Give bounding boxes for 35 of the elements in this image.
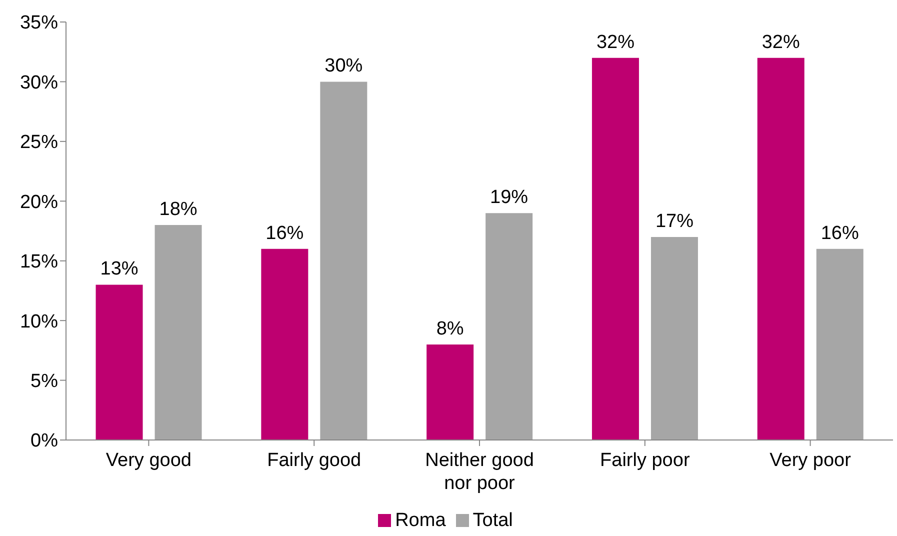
y-tick-label: 10% [20, 311, 58, 332]
bar [816, 248, 864, 440]
bar [757, 58, 804, 440]
data-label: 32% [596, 32, 635, 53]
x-tick-label: Fairly poor [600, 450, 690, 471]
data-label: 17% [655, 210, 694, 232]
x-tick-label: Very good [106, 450, 192, 471]
y-tick-label: 20% [20, 192, 58, 213]
bar [261, 248, 308, 440]
legend-label: Total [472, 510, 513, 531]
bar [486, 213, 533, 440]
data-label: 16% [266, 222, 304, 244]
data-label: 30% [324, 56, 363, 77]
data-label: 16% [820, 222, 859, 244]
y-tick-label: 30% [20, 72, 58, 94]
data-label: 8% [436, 318, 464, 340]
x-tick-label: Fairly good [267, 450, 362, 471]
data-label: 13% [100, 258, 138, 280]
legend-label: Roma [395, 510, 446, 531]
bar [96, 284, 143, 440]
y-tick-label: 0% [30, 430, 58, 452]
bar [320, 82, 368, 440]
data-label: 19% [490, 187, 528, 208]
x-tick-label: Neither good nor poor [425, 450, 534, 494]
y-tick-label: 25% [20, 132, 58, 154]
bar [426, 344, 474, 440]
bar [154, 225, 202, 440]
y-tick-label: 15% [20, 252, 58, 273]
y-tick-label: 5% [30, 371, 58, 392]
data-label: 32% [762, 32, 800, 53]
data-label: 18% [159, 199, 198, 220]
bar [650, 236, 698, 440]
x-tick-label: Very poor [770, 450, 852, 471]
y-tick-label: 35% [20, 12, 58, 34]
bar [592, 58, 639, 440]
